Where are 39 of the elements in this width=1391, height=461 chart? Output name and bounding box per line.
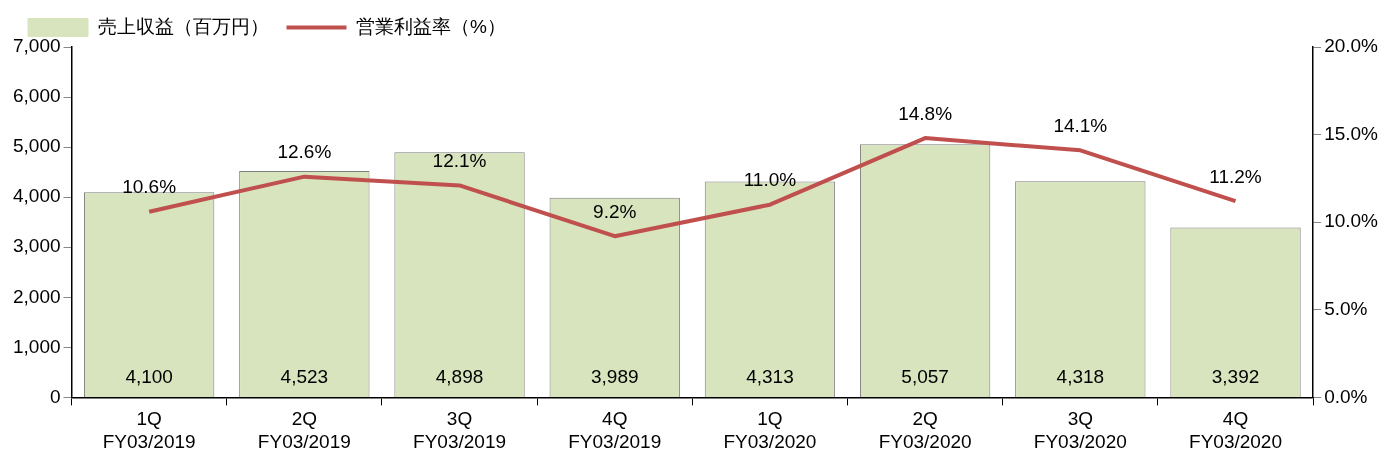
data-label: 4,100 (125, 366, 173, 388)
data-label: 4,523 (280, 366, 329, 388)
x-tick-label: 2Q FY03/2020 (878, 408, 972, 452)
y-tick-label: 3,000 (13, 235, 61, 257)
data-label: 4,318 (1056, 366, 1105, 388)
y2-tick-label: 5.0% (1324, 298, 1368, 320)
y-tick-label: 7,000 (13, 35, 61, 57)
data-label: 11.0% (743, 169, 797, 191)
x-tick-label: 1Q FY03/2019 (102, 408, 196, 452)
data-label: 14.8% (898, 102, 953, 124)
x-tick-label: 3Q FY03/2020 (1033, 408, 1127, 452)
data-label: 12.1% (432, 150, 487, 172)
y-tick-label: 6,000 (13, 85, 61, 107)
y-tick-label: 5,000 (13, 135, 61, 157)
data-label: 9.2% (593, 200, 637, 222)
x-tick-label: 1Q FY03/2020 (723, 408, 817, 452)
x-tick-label: 4Q FY03/2019 (568, 408, 662, 452)
x-tick-label: 4Q FY03/2020 (1189, 408, 1283, 452)
data-label: 11.2% (1209, 165, 1262, 187)
data-label: 5,057 (901, 366, 949, 388)
data-label: 10.6% (122, 176, 177, 198)
data-label: 14.1% (1053, 115, 1108, 137)
y-tick-label: 2,000 (13, 285, 61, 307)
y-tick-label: 0 (49, 385, 61, 407)
data-label: 4,898 (435, 366, 484, 388)
data-label: 3,989 (590, 366, 639, 388)
y2-tick-label: 20.0% (1324, 35, 1379, 57)
y2-tick-label: 15.0% (1324, 122, 1379, 144)
data-label: 4,313 (746, 366, 794, 388)
data-label: 12.6% (277, 141, 332, 163)
y2-tick-label: 0.0% (1324, 385, 1368, 407)
legend-label: 営業利益率（%） (356, 15, 506, 37)
legend-label: 売上収益（百万円） (97, 15, 269, 37)
x-tick-label: 2Q FY03/2019 (257, 408, 351, 452)
data-label: 3,392 (1211, 366, 1260, 388)
y-tick-label: 4,000 (13, 185, 61, 207)
y-tick-label: 1,000 (13, 335, 61, 357)
x-tick-label: 3Q FY03/2019 (413, 408, 507, 452)
y2-tick-label: 10.0% (1324, 210, 1379, 232)
